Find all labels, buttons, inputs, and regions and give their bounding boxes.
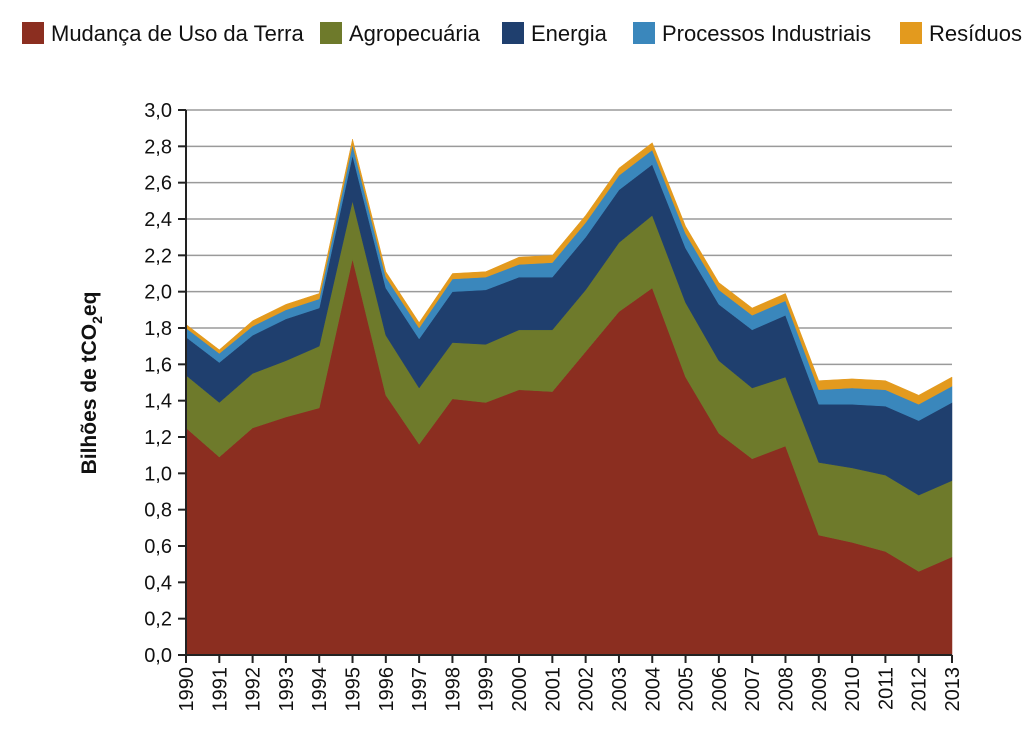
y-tick-label: 2,4 — [144, 209, 172, 231]
x-tick-label: 1992 — [243, 667, 265, 712]
x-tick-label: 1993 — [276, 667, 298, 712]
legend-swatch — [22, 22, 44, 44]
legend: Mudança de Uso da Terra Agropecuária Energ… — [22, 21, 1022, 46]
legend-swatch — [633, 22, 655, 44]
y-axis-label: Bilhões de tCO2eq — [78, 292, 105, 475]
x-tick-label: 2012 — [909, 667, 931, 712]
y-tick-label: 2,2 — [144, 245, 172, 267]
x-tick-label: 2010 — [842, 667, 864, 712]
y-tick-label: 0,8 — [144, 500, 172, 522]
y-tick-label: 1,8 — [144, 318, 172, 340]
x-tick-label: 2006 — [709, 667, 731, 712]
y-tick-label: 0,0 — [144, 645, 172, 667]
x-tick-labels: 1990 1991 1992 1993 1994 1995 1996 1997 1998 1999… — [176, 667, 964, 712]
area-series-5 — [185, 139, 953, 405]
y-tick-label: 3,0 — [144, 100, 172, 122]
legend-label: Processos Industriais — [662, 21, 871, 46]
legend-label: Mudança de Uso da Terra — [51, 21, 305, 46]
x-tick-label: 2003 — [609, 667, 631, 712]
legend-label: Energia — [531, 21, 608, 46]
y-tick-label: 1,6 — [144, 354, 172, 376]
x-tick-label: 1998 — [442, 667, 464, 712]
legend-swatch — [502, 22, 524, 44]
x-tick-label: 2008 — [775, 667, 797, 712]
legend-swatch — [320, 22, 342, 44]
x-tick-label: 2009 — [809, 667, 831, 712]
x-tick-label: 1995 — [343, 667, 365, 712]
y-tick-label: 0,6 — [144, 536, 172, 558]
legend-label: Resíduos — [929, 21, 1022, 46]
x-tick-label: 1991 — [209, 667, 231, 712]
x-tick-label: 1997 — [409, 667, 431, 712]
x-tick-label: 2001 — [542, 667, 564, 712]
x-tick-label: 2007 — [742, 667, 764, 712]
y-tick-labels: 0,0 0,2 0,4 0,6 0,8 1,0 1,2 1,4 1,6 1,8 2,0 2,2 2,4 2… — [144, 100, 172, 667]
x-tick-label: 2000 — [509, 667, 531, 712]
y-tick-label: 0,4 — [144, 572, 172, 594]
x-tick-label: 1999 — [476, 667, 498, 712]
x-tick-label: 2004 — [642, 667, 664, 712]
y-tick-label: 2,8 — [144, 136, 172, 158]
y-tick-label: 2,6 — [144, 173, 172, 195]
x-tick-label: 2005 — [676, 667, 698, 712]
y-tick-label: 2,0 — [144, 282, 172, 304]
y-tick-label: 1,0 — [144, 463, 172, 485]
x-tick-label: 2013 — [942, 667, 964, 712]
y-tick-label: 1,4 — [144, 391, 172, 413]
axes — [178, 109, 953, 663]
x-tick-label: 1990 — [176, 667, 198, 712]
series-areas — [185, 139, 953, 656]
y-tick-label: 1,2 — [144, 427, 172, 449]
legend-swatch — [900, 22, 922, 44]
x-tick-label: 2002 — [576, 667, 598, 712]
x-tick-label: 1996 — [376, 667, 398, 712]
x-tick-label: 1994 — [309, 667, 331, 712]
legend-label: Agropecuária — [349, 21, 481, 46]
x-tick-label: 2011 — [875, 667, 897, 710]
y-tick-label: 0,2 — [144, 609, 172, 631]
